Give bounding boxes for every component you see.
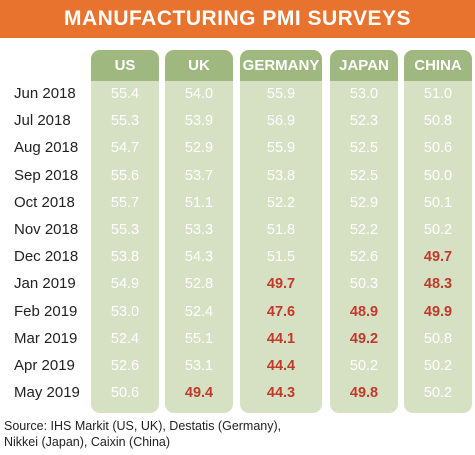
- row-label: Apr 2019: [14, 357, 75, 374]
- row-label: Aug 2018: [14, 139, 79, 157]
- pmi-cell-us: 52.4: [110, 330, 140, 347]
- source-note: Source: IHS Markit (US, UK), Destatis (G…: [4, 418, 304, 450]
- pmi-cell-uk: 54.0: [184, 86, 214, 102]
- pmi-cell-china: 50.0: [423, 167, 453, 184]
- pmi-cell-japan: 50.3: [349, 276, 379, 293]
- row-label: May 2019: [14, 384, 80, 402]
- pmi-cell-germany: 47.6: [266, 303, 296, 320]
- pmi-cell-uk: 52.4: [184, 303, 214, 320]
- row-label: Oct 2018: [14, 193, 75, 211]
- pmi-cell-us: 55.3: [110, 222, 140, 238]
- column-bg-uk: [165, 50, 233, 413]
- pmi-cell-us: 52.6: [110, 358, 140, 374]
- row-label: Jul 2018: [14, 112, 71, 130]
- pmi-cell-japan: 53.0: [349, 86, 379, 102]
- pmi-cell-japan: 49.8: [349, 385, 379, 402]
- pmi-cell-china: 48.3: [423, 276, 453, 293]
- pmi-cell-germany: 44.3: [266, 385, 296, 402]
- pmi-cell-uk: 51.1: [184, 194, 214, 211]
- chart-title: MANUFACTURING PMI SURVEYS: [0, 0, 475, 38]
- pmi-cell-china: 50.2: [423, 222, 453, 238]
- row-label: Mar 2019: [14, 329, 78, 347]
- row-label: Nov 2018: [14, 221, 79, 238]
- pmi-cell-us: 55.6: [110, 167, 140, 184]
- pmi-cell-china: 50.2: [423, 358, 453, 374]
- pmi-cell-germany: 51.8: [266, 222, 296, 238]
- pmi-cell-germany: 52.2: [266, 194, 296, 211]
- pmi-cell-japan: 50.2: [349, 358, 379, 374]
- pmi-cell-china: 50.6: [423, 140, 453, 157]
- pmi-cell-china: 50.8: [423, 330, 453, 347]
- pmi-cell-uk: 55.1: [184, 330, 214, 347]
- column-header-uk: UK: [165, 50, 233, 81]
- pmi-cell-germany: 53.8: [266, 167, 296, 184]
- row-label: Dec 2018: [14, 248, 79, 266]
- column-bg-china: [404, 50, 472, 413]
- pmi-cell-uk: 52.9: [184, 140, 214, 157]
- row-label: Feb 2019: [14, 302, 78, 320]
- pmi-cell-us: 53.0: [110, 303, 140, 320]
- pmi-cell-japan: 52.6: [349, 249, 379, 266]
- pmi-cell-us: 55.7: [110, 194, 140, 211]
- row-label: Sep 2018: [14, 166, 79, 184]
- pmi-cell-china: 49.9: [423, 303, 453, 320]
- source-line-2: Nikkei (Japan), Caixin (China): [4, 435, 171, 449]
- pmi-cell-japan: 49.2: [349, 330, 379, 347]
- pmi-cell-us: 54.9: [110, 276, 140, 293]
- column-bg-japan: [330, 50, 398, 413]
- column-bg-germany: [240, 50, 322, 413]
- pmi-cell-japan: 52.2: [349, 222, 379, 238]
- pmi-cell-uk: 53.1: [184, 358, 214, 374]
- pmi-cell-uk: 53.3: [184, 222, 214, 238]
- pmi-cell-us: 53.8: [110, 249, 140, 266]
- pmi-cell-uk: 53.7: [184, 167, 214, 184]
- pmi-cell-japan: 48.9: [349, 303, 379, 320]
- column-header-us: US: [91, 50, 159, 81]
- pmi-cell-us: 54.7: [110, 140, 140, 157]
- row-label: Jan 2019: [14, 275, 76, 293]
- pmi-cell-japan: 52.9: [349, 194, 379, 211]
- pmi-cell-japan: 52.5: [349, 167, 379, 184]
- pmi-cell-japan: 52.5: [349, 140, 379, 157]
- pmi-cell-uk: 54.3: [184, 249, 214, 266]
- pmi-cell-uk: 53.9: [184, 113, 214, 130]
- source-line-1: Source: IHS Markit (US, UK), Destatis (G…: [4, 419, 282, 433]
- pmi-cell-uk: 49.4: [184, 385, 214, 402]
- column-bg-us: [91, 50, 159, 413]
- pmi-cell-germany: 55.9: [266, 140, 296, 157]
- pmi-cell-china: 49.7: [423, 249, 453, 266]
- pmi-cell-germany: 44.4: [266, 358, 296, 374]
- pmi-cell-us: 50.6: [110, 385, 140, 402]
- column-header-germany: GERMANY: [240, 50, 322, 81]
- pmi-cell-germany: 56.9: [266, 113, 296, 130]
- pmi-cell-germany: 51.5: [266, 249, 296, 266]
- pmi-cell-us: 55.3: [110, 113, 140, 130]
- pmi-cell-germany: 49.7: [266, 276, 296, 293]
- pmi-cell-china: 51.0: [423, 86, 453, 102]
- pmi-cell-us: 55.4: [110, 86, 140, 102]
- pmi-cell-china: 50.1: [423, 194, 453, 211]
- pmi-cell-uk: 52.8: [184, 276, 214, 293]
- column-header-japan: JAPAN: [330, 50, 398, 81]
- row-label: Jun 2018: [14, 85, 76, 102]
- pmi-cell-china: 50.2: [423, 385, 453, 402]
- pmi-cell-china: 50.8: [423, 113, 453, 130]
- pmi-cell-germany: 44.1: [266, 330, 296, 347]
- pmi-cell-japan: 52.3: [349, 113, 379, 130]
- pmi-cell-germany: 55.9: [266, 86, 296, 102]
- column-header-china: CHINA: [404, 50, 472, 81]
